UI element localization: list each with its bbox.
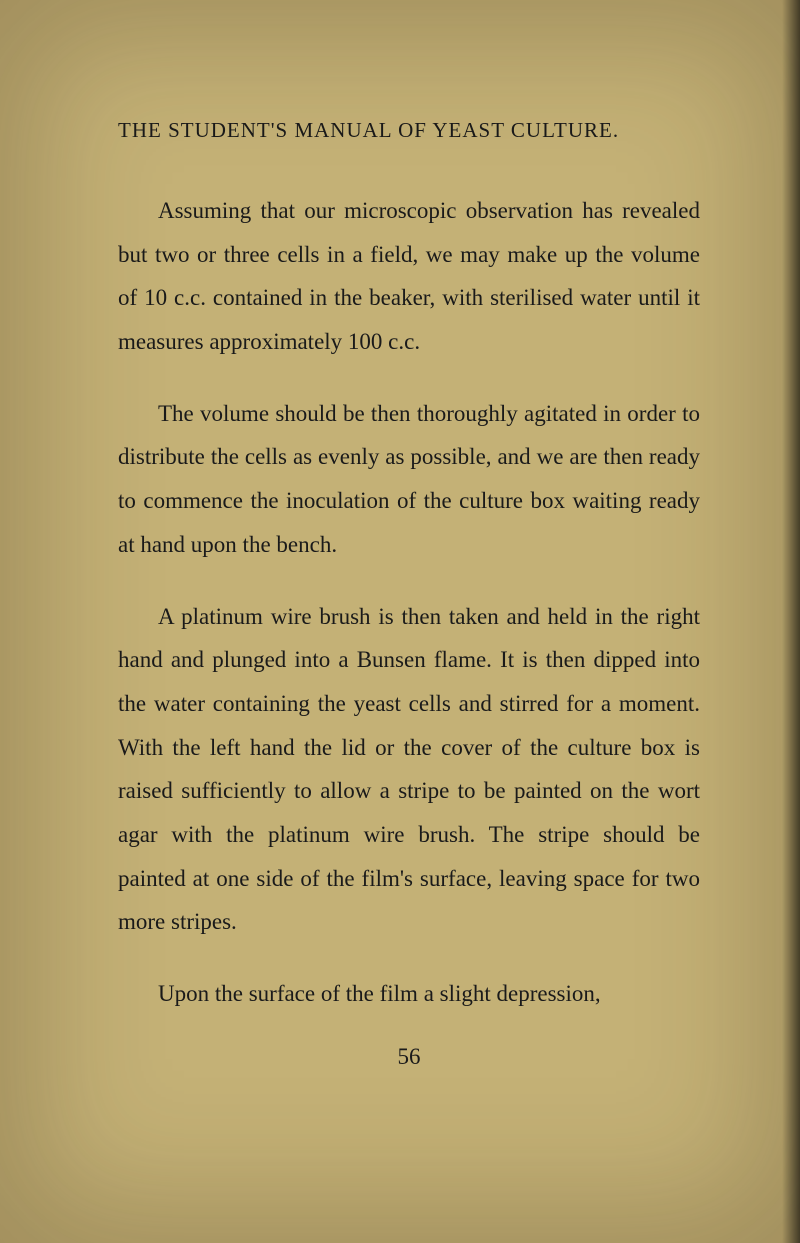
paragraph-3: A platinum wire brush is then taken and … <box>118 595 700 945</box>
paragraph-4: Upon the surface of the film a slight de… <box>118 972 700 1016</box>
paragraph-2: The volume should be then thoroughly agi… <box>118 392 700 567</box>
page-right-edge-shadow <box>782 0 800 1243</box>
paragraph-1: Assuming that our microscopic observatio… <box>118 189 700 364</box>
page-header: THE STUDENT'S MANUAL OF YEAST CULTURE. <box>118 118 700 143</box>
book-page: THE STUDENT'S MANUAL OF YEAST CULTURE. A… <box>0 0 800 1070</box>
page-number: 56 <box>118 1044 700 1070</box>
